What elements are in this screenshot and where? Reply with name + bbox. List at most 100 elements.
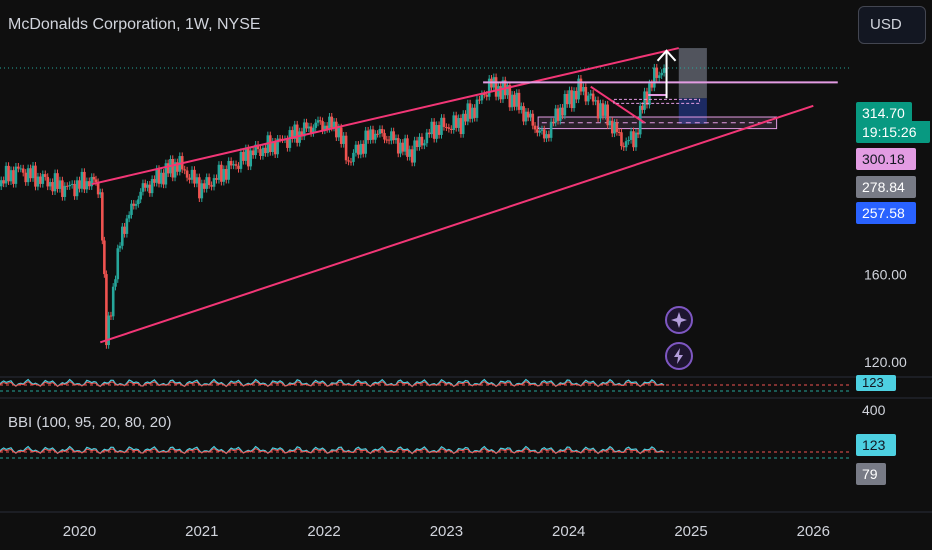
candle-body [549,121,553,138]
candle-body [380,129,384,134]
candle-body [220,164,223,182]
candle-body [125,218,129,234]
candle-body [526,111,530,118]
candle-body [87,181,91,187]
candle-body [295,124,299,143]
candle-body [354,144,358,153]
candle-body [249,150,253,167]
candle-body [620,132,623,147]
candle-body [51,182,54,192]
candle-body [254,144,257,156]
lightning-icon[interactable] [665,342,693,370]
candle-body [387,139,391,141]
candle-body [622,146,626,148]
candle-body [332,121,336,128]
candle-body [636,132,640,135]
candle-body [445,126,448,128]
candle-body [536,129,539,133]
candle-body [645,91,649,105]
candle-body [657,75,661,78]
candle-body [442,117,446,127]
candle-body [330,116,334,128]
level-300-badge: 300.18 [856,148,916,170]
candle-body [582,86,585,92]
candle-body [98,192,102,195]
candle-body [114,279,117,287]
candle-body [459,118,463,135]
candle-body [251,150,255,156]
candle-body [579,78,583,92]
candle-body [371,129,375,140]
candle-body [63,185,67,197]
candle-body [43,174,47,177]
candle-body [92,176,96,180]
candle-body [234,164,238,166]
candle-body [171,158,175,178]
currency-button[interactable]: USD [858,6,926,44]
wedge-line [590,85,646,124]
candle-body [83,171,86,190]
candle-body [570,90,574,109]
candle-body [123,226,126,234]
candle-body [2,180,5,184]
candle-body [425,132,429,144]
indicator-bbi-line-a [0,445,665,455]
candle-body [41,174,45,184]
candle-body [457,118,460,128]
candle-body [173,162,177,178]
candle-body [478,99,481,101]
candle-body [166,163,170,174]
candle-body [594,100,597,102]
candle-body [39,176,42,184]
candle-body [85,181,89,190]
candle-body [193,169,196,184]
candle-body [205,177,208,189]
candle-body [80,171,84,189]
candle-body [56,173,59,189]
spark-icon[interactable] [665,306,693,334]
candle-body [617,132,621,134]
candle-body [190,169,194,180]
indicator-upper-badge: 123 [856,434,896,456]
candle-body [321,121,324,131]
candle-body [545,134,548,139]
candle-body [513,94,516,107]
candle-body [7,165,10,182]
candle-body [307,126,311,129]
candle-body [497,86,500,97]
candle-body [137,199,140,205]
candle-body [506,85,509,96]
candle-body [153,179,156,183]
target-arrowhead [656,49,677,62]
candle-body [471,107,474,119]
candle-body [323,125,327,131]
candle-body [316,120,320,123]
x-tick-label: 2023 [430,523,463,540]
candle-body [291,130,294,139]
candle-body [278,138,282,140]
candle-body [483,94,486,96]
candle-body [554,108,558,123]
indicator-top-line-b [0,380,665,388]
candle-body [107,315,110,346]
candle-body [141,183,145,192]
candle-body [159,172,163,184]
candle-body [390,131,393,141]
candle-body [242,151,245,161]
candle-body [650,83,654,88]
candle-body [589,93,593,96]
candle-body [596,100,600,119]
candle-body [610,120,614,134]
candle-body [286,139,289,148]
candle-body [634,132,638,148]
candle-body [394,138,398,141]
candle-body [396,138,400,154]
candle-body [14,166,18,184]
candle-body [538,130,541,133]
candle-body [613,122,616,134]
candle-body [48,182,52,187]
candle-body [520,106,523,110]
candle-body [454,115,458,128]
